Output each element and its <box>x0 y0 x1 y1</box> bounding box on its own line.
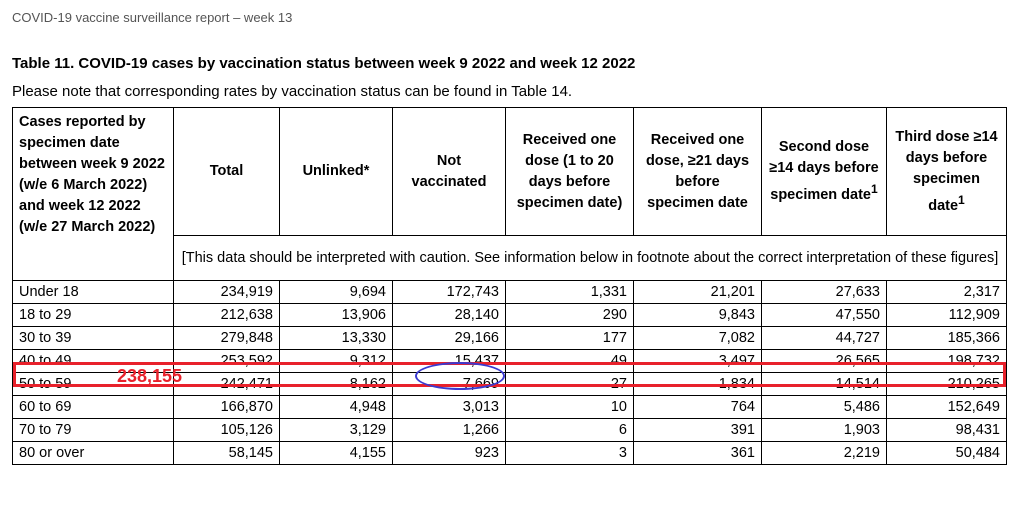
not-vaccinated-cell: 1,266 <box>392 418 506 442</box>
one-dose-21plus-cell: 3,497 <box>633 349 762 373</box>
third-dose-cell: 112,909 <box>886 303 1007 327</box>
total-cell: 234,919 <box>173 280 280 304</box>
one-dose-1-20-cell: 10 <box>505 395 634 419</box>
age-group-cell: 80 or over <box>12 441 174 465</box>
table-row: Under 18 234,919 9,694 172,743 1,331 21,… <box>12 280 1007 304</box>
unlinked-cell: 9,312 <box>279 349 393 373</box>
unlinked-cell: 9,694 <box>279 280 393 304</box>
total-cell: 279,848 <box>173 326 280 350</box>
second-dose-cell: 1,903 <box>761 418 887 442</box>
not-vaccinated-cell: 172,743 <box>392 280 506 304</box>
unlinked-cell: 3,129 <box>279 418 393 442</box>
report-header: COVID-19 vaccine surveillance report – w… <box>12 10 293 25</box>
table-row: 60 to 69 166,870 4,948 3,013 10 764 5,48… <box>12 395 1007 419</box>
unlinked-cell: 4,948 <box>279 395 393 419</box>
col-header-one-dose-21plus: Received one dose, ≥21 days before speci… <box>633 107 762 236</box>
age-group-cell: 60 to 69 <box>12 395 174 419</box>
highlight-row-box <box>13 362 1006 387</box>
cases-table: Cases reported by specimen date between … <box>12 107 1007 465</box>
one-dose-21plus-cell: 21,201 <box>633 280 762 304</box>
total-cell: 105,126 <box>173 418 280 442</box>
total-cell: 212,638 <box>173 303 280 327</box>
one-dose-21plus-cell: 391 <box>633 418 762 442</box>
col-header-total: Total <box>173 107 280 236</box>
age-group-cell: Under 18 <box>12 280 174 304</box>
one-dose-21plus-cell: 9,843 <box>633 303 762 327</box>
age-group-cell: 30 to 39 <box>12 326 174 350</box>
third-dose-cell: 50,484 <box>886 441 1007 465</box>
third-dose-cell: 152,649 <box>886 395 1007 419</box>
one-dose-21plus-cell: 361 <box>633 441 762 465</box>
table-row: 70 to 79 105,126 3,129 1,266 6 391 1,903… <box>12 418 1007 442</box>
table-title: Table 11. COVID-19 cases by vaccination … <box>12 55 636 72</box>
third-dose-cell: 185,366 <box>886 326 1007 350</box>
second-dose-cell: 44,727 <box>761 326 887 350</box>
highlight-circle <box>415 362 505 390</box>
total-cell: 58,145 <box>173 441 280 465</box>
unlinked-cell: 13,906 <box>279 303 393 327</box>
table-note: Please note that corresponding rates by … <box>12 83 573 100</box>
annotation-red-number: 238,155 <box>117 366 183 386</box>
one-dose-1-20-cell: 177 <box>505 326 634 350</box>
unlinked-cell: 13,330 <box>279 326 393 350</box>
one-dose-1-20-cell: 3 <box>505 441 634 465</box>
total-cell: 166,870 <box>173 395 280 419</box>
col-header-third-dose: Third dose ≥14 days before specimen date… <box>886 107 1007 236</box>
second-dose-cell: 27,633 <box>761 280 887 304</box>
second-dose-cell: 47,550 <box>761 303 887 327</box>
one-dose-1-20-cell: 6 <box>505 418 634 442</box>
one-dose-21plus-cell: 7,082 <box>633 326 762 350</box>
age-group-cell: 18 to 29 <box>12 303 174 327</box>
third-dose-cell: 198,732 <box>886 349 1007 373</box>
not-vaccinated-cell: 3,013 <box>392 395 506 419</box>
table-row-highlighted: 40 to 49 253,592 9,312 15,437 49 3,497 2… <box>12 349 1007 373</box>
not-vaccinated-cell: 923 <box>392 441 506 465</box>
age-group-cell: 40 to 49 <box>12 349 174 373</box>
third-dose-cell: 2,317 <box>886 280 1007 304</box>
one-dose-1-20-cell: 290 <box>505 303 634 327</box>
col-header-unlinked: Unlinked* <box>279 107 393 236</box>
table-row: 30 to 39 279,848 13,330 29,166 177 7,082… <box>12 326 1007 350</box>
third-dose-cell: 98,431 <box>886 418 1007 442</box>
caveat-note: [This data should be interpreted with ca… <box>173 235 1007 281</box>
third-dose-footnote-mark: 1 <box>958 192 965 207</box>
col-header-one-dose-1-20: Received one dose (1 to 20 days before s… <box>505 107 634 236</box>
third-dose-label: Third dose ≥14 days before specimen date <box>895 128 998 214</box>
col-header-not-vaccinated: Not vaccinated <box>392 107 506 236</box>
second-dose-footnote-mark: 1 <box>871 182 878 197</box>
total-cell: 253,592 <box>173 349 280 373</box>
second-dose-label: Second dose ≥14 days before specimen dat… <box>769 139 879 203</box>
age-group-cell: 70 to 79 <box>12 418 174 442</box>
one-dose-21plus-cell: 764 <box>633 395 762 419</box>
table-body: Under 18 234,919 9,694 172,743 1,331 21,… <box>12 280 1007 465</box>
not-vaccinated-cell: 28,140 <box>392 303 506 327</box>
second-dose-cell: 5,486 <box>761 395 887 419</box>
second-dose-cell: 2,219 <box>761 441 887 465</box>
not-vaccinated-cell: 29,166 <box>392 326 506 350</box>
unlinked-cell: 4,155 <box>279 441 393 465</box>
one-dose-1-20-cell: 1,331 <box>505 280 634 304</box>
col-header-period: Cases reported by specimen date between … <box>12 107 174 281</box>
table-row: 18 to 29 212,638 13,906 28,140 290 9,843… <box>12 303 1007 327</box>
col-header-second-dose: Second dose ≥14 days before specimen dat… <box>761 107 887 236</box>
table-row: 80 or over 58,145 4,155 923 3 361 2,219 … <box>12 441 1007 465</box>
second-dose-cell: 26,565 <box>761 349 887 373</box>
